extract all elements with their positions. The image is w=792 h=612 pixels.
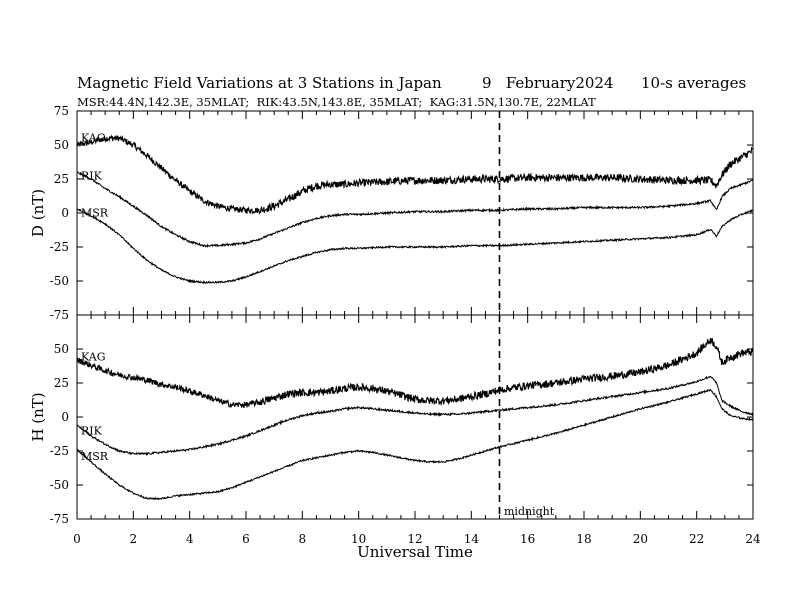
d-series-kag <box>76 134 754 215</box>
h-x-axis: 0 2 4 6 8 10 12 14 16 18 20 22 24 <box>73 315 761 546</box>
x-tick-label: 16 <box>520 532 535 546</box>
midnight-label: midnight <box>504 505 555 518</box>
h-y-tick-label: 50 <box>54 342 69 356</box>
x-tick-label: 12 <box>407 532 422 546</box>
x-tick-label: 14 <box>464 532 480 546</box>
h-series-group: KAG RIK MSR <box>76 337 754 501</box>
d-label-msr: MSR <box>81 206 109 219</box>
x-tick-label: 2 <box>130 532 138 546</box>
d-x-axis-ticks <box>76 111 754 315</box>
d-label-kag: KAG <box>81 132 106 145</box>
h-label-rik: RIK <box>81 425 103 438</box>
h-y-tick-label: -75 <box>50 512 69 526</box>
h-y-axis: 50 25 0 -25 -50 -75 <box>50 342 753 526</box>
d-series-rik <box>76 171 753 248</box>
h-label-msr: MSR <box>81 450 109 463</box>
h-y-tick-label: -50 <box>50 478 69 492</box>
x-tick-label: 24 <box>745 532 761 546</box>
x-tick-label: 10 <box>351 532 366 546</box>
chart-date: 9 February2024 <box>482 74 614 92</box>
x-tick-label: 4 <box>186 532 194 546</box>
d-panel: KAG RIK MSR 75 50 25 0 -25 -50 -75 D (nT) <box>29 104 754 322</box>
chart-title: Magnetic Field Variations at 3 Stations … <box>77 74 442 92</box>
h-y-tick-label: 25 <box>54 376 69 390</box>
h-series-rik <box>76 375 754 456</box>
h-y-tick-label: 0 <box>61 410 69 424</box>
d-y-tick-label: 25 <box>54 172 69 186</box>
stations-info: MSR:44.4N,142.3E, 35MLAT; RIK:43.5N,143.… <box>77 95 596 109</box>
d-y-tick-label: 75 <box>54 104 69 118</box>
d-panel-frame <box>76 110 754 316</box>
h-axis-label: H (nT) <box>29 392 47 441</box>
x-tick-label: 8 <box>299 532 307 546</box>
h-y-tick-label: -25 <box>50 444 69 458</box>
averaging-note: 10-s averages <box>641 74 746 92</box>
d-label-rik: RIK <box>81 170 103 183</box>
d-series-group: KAG RIK MSR <box>76 132 754 285</box>
x-tick-label: 18 <box>576 532 591 546</box>
chart-header: Magnetic Field Variations at 3 Stations … <box>77 74 746 109</box>
h-series-kag <box>76 337 754 409</box>
x-tick-label: 20 <box>633 532 648 546</box>
d-y-tick-label: 0 <box>61 206 69 220</box>
midnight-marker: midnight <box>498 111 555 519</box>
d-y-tick-label: -50 <box>50 274 69 288</box>
h-panel-frame <box>76 314 754 520</box>
h-series-msr <box>76 388 754 501</box>
d-series-msr <box>76 208 754 285</box>
x-axis-label: Universal Time <box>357 543 473 561</box>
x-tick-label: 22 <box>689 532 704 546</box>
d-y-tick-label: -25 <box>50 240 69 254</box>
d-y-tick-label: -75 <box>50 308 69 322</box>
x-tick-label: 6 <box>242 532 250 546</box>
h-label-kag: KAG <box>81 351 106 364</box>
x-tick-label: 0 <box>73 532 81 546</box>
d-y-axis: 75 50 25 0 -25 -50 -75 <box>50 104 753 322</box>
d-y-tick-label: 50 <box>54 138 69 152</box>
d-axis-label: D (nT) <box>29 189 47 237</box>
